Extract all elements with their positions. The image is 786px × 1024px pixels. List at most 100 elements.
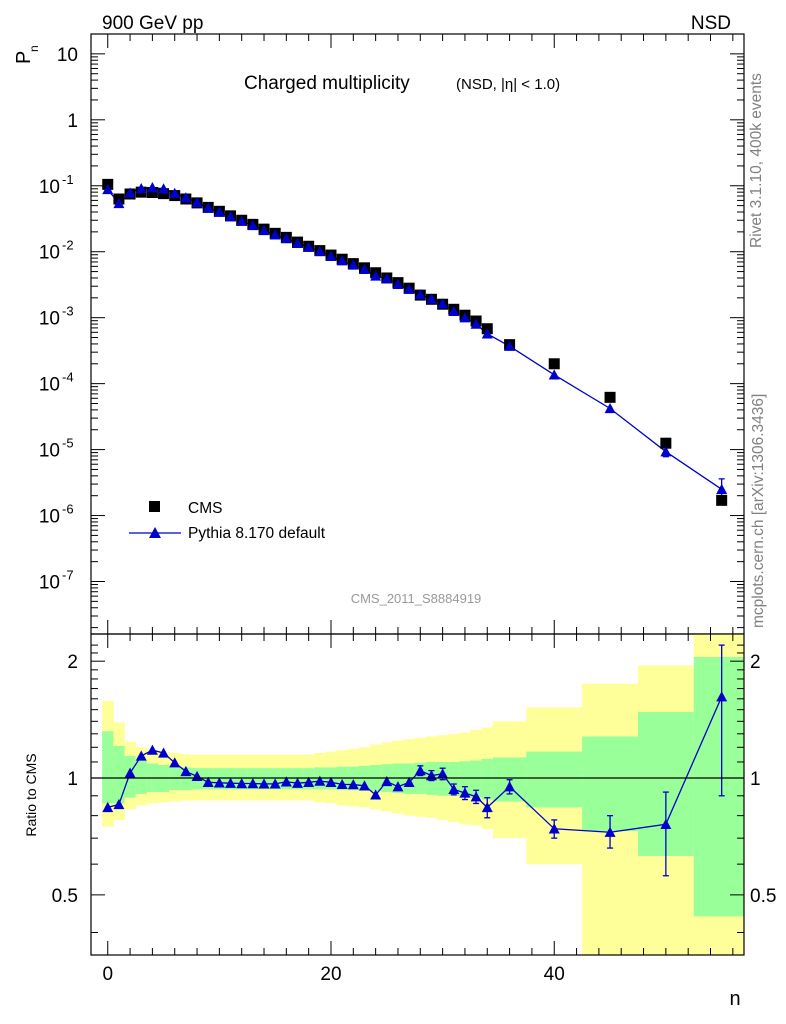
ratio-data-point: [504, 781, 516, 792]
ratio-data-point: [481, 801, 493, 813]
main-y-tick-label: 10: [39, 441, 60, 462]
legend-marker-pythia: [149, 527, 161, 538]
ratio-band-inner: [459, 761, 471, 797]
mc-data-point: [225, 211, 237, 222]
mc-data-point: [604, 402, 616, 414]
ratio-data-point: [437, 768, 449, 779]
mc-series-line: [107, 186, 723, 490]
ratio-data-layer: [102, 644, 728, 877]
mc-data-point: [481, 328, 493, 339]
mc-data-point: [716, 483, 728, 494]
mc-data-point: [236, 215, 248, 226]
ratio-band-inner: [102, 731, 114, 804]
ratio-axis-ticks: 0 20 40 0.5 0.5 1 1 2 2: [52, 634, 776, 985]
mc-data-point: [381, 273, 393, 284]
ratio-band-inner: [448, 761, 460, 796]
ratio-data-point: [347, 779, 359, 790]
ratio-data-point: [314, 775, 326, 786]
cms-data-point: [146, 187, 158, 199]
ratio-data-point: [381, 775, 393, 787]
ratio-band-inner: [113, 745, 125, 804]
ratio-y-tick-label: 1: [67, 769, 78, 790]
mc-data-point: [425, 293, 437, 304]
mc-data-point: [504, 340, 516, 351]
ratio-frame: [90, 633, 745, 956]
y-axis-label: P: [13, 51, 35, 64]
main-y-tick-label-exp: -1: [62, 172, 74, 187]
ratio-y-tick-label: 0.5: [52, 886, 78, 907]
ratio-data-point: [102, 801, 114, 813]
ratio-y-tick-label: 2: [67, 652, 78, 673]
mc-data-point: [213, 206, 225, 217]
ratio-band-inner: [180, 767, 192, 791]
ratio-y-tick-label-right: 1: [750, 769, 761, 790]
ratio-band-inner: [481, 758, 494, 800]
mc-data-point: [336, 255, 348, 266]
main-data-layer: [102, 178, 728, 506]
mc-data-point: [414, 288, 426, 300]
mc-data-point: [325, 250, 337, 262]
main-y-tick-label: 10: [39, 507, 60, 528]
mc-data-point: [280, 233, 292, 244]
legend-label-cms: CMS: [188, 500, 222, 517]
mc-data-point: [202, 202, 214, 213]
main-y-tick-label-exp: -6: [62, 502, 74, 517]
mc-data-point: [303, 241, 315, 252]
ratio-data-point: [213, 777, 225, 788]
mc-data-point: [292, 237, 304, 249]
ratio-band-inner: [526, 751, 583, 808]
mc-data-point: [470, 318, 482, 329]
header-right: NSD: [691, 13, 731, 34]
mc-data-point: [135, 182, 147, 194]
main-y-tick-label: 10: [39, 309, 60, 330]
ratio-data-point: [325, 776, 337, 787]
main-frame: [90, 33, 745, 635]
ratio-data-point: [358, 780, 370, 791]
ratio-data-point: [392, 781, 404, 792]
ratio-band-inner: [470, 760, 483, 798]
main-title: Charged multiplicity: [244, 73, 410, 94]
ratio-series-line: [107, 696, 723, 833]
main-y-tick-label-exp: -2: [62, 238, 74, 253]
main-y-tick-label: 10: [57, 45, 78, 66]
ratio-band-inner: [693, 657, 745, 917]
ratio-bands: [102, 634, 745, 955]
mc-data-point: [247, 219, 259, 231]
ratio-data-point: [280, 776, 292, 787]
legend: CMS Pythia 8.170 default: [129, 500, 326, 542]
ratio-data-point: [146, 744, 158, 755]
ratio-data-point: [448, 783, 460, 795]
mc-data-point: [459, 312, 471, 323]
mc-data-point: [314, 245, 326, 257]
mc-data-point: [146, 182, 158, 193]
mc-data-point: [113, 197, 125, 209]
header-left: 900 GeV pp: [102, 13, 203, 34]
x-axis-label: n: [729, 988, 740, 1010]
main-y-tick-label-exp: -7: [62, 568, 74, 583]
ratio-x-tick-label: 0: [102, 964, 113, 985]
ratio-data-point: [269, 778, 281, 789]
mc-data-point: [370, 270, 382, 281]
main-y-tick-label-exp: -4: [62, 370, 74, 385]
ratio-data-point: [158, 747, 170, 758]
mc-data-point: [269, 229, 281, 240]
main-y-tick-label: 10: [39, 573, 60, 594]
legend-marker-cms: [149, 501, 160, 512]
main-y-tick-label: 10: [39, 243, 60, 264]
mc-data-point: [347, 259, 359, 270]
ratio-y-tick-label-right: 0.5: [750, 886, 776, 907]
main-y-tick-label: 10: [39, 375, 60, 396]
main-y-tick-label-exp: -3: [62, 304, 74, 319]
ratio-data-point: [236, 778, 248, 789]
ratio-data-point: [258, 778, 270, 789]
ratio-data-point: [470, 791, 482, 802]
main-y-tick-label-exp: -5: [62, 436, 74, 451]
y-axis-label-sub: n: [27, 45, 41, 52]
mc-data-point: [169, 187, 181, 198]
ratio-data-point: [336, 778, 348, 790]
main-y-tick-label: 10: [39, 177, 60, 198]
cms-data-point: [158, 188, 170, 200]
mc-data-point: [102, 183, 114, 195]
